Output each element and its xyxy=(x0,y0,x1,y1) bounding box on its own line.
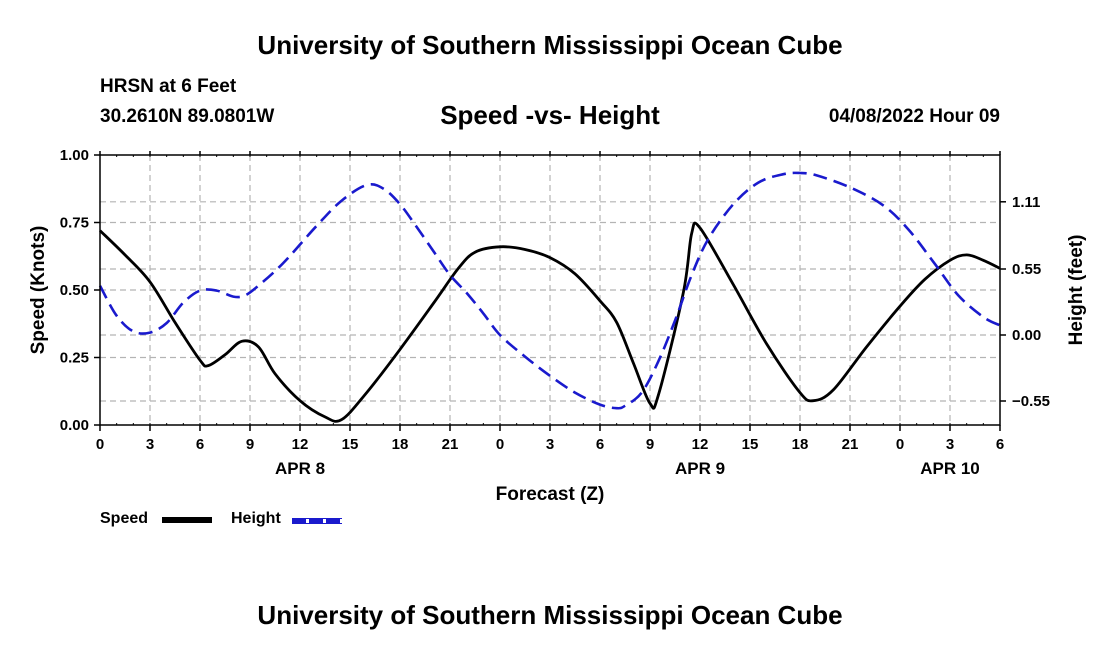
x-tick-label: 6 xyxy=(196,436,204,453)
x-tick-label: 6 xyxy=(596,436,604,453)
y-right-tick-label: 1.11 xyxy=(1012,194,1040,211)
legend-speed-swatch xyxy=(162,517,212,523)
x-tick-label: 0 xyxy=(496,436,504,453)
station-coordinates: 30.2610N 89.0801W xyxy=(100,106,275,127)
y-axis-title-left: Speed (Knots) xyxy=(28,226,49,355)
speed-series-line xyxy=(99,221,1001,423)
series-layer xyxy=(98,171,1001,423)
y-tick-label: 0.00 xyxy=(60,417,89,434)
x-tick-label: 3 xyxy=(546,436,554,453)
main-title: University of Southern Mississippi Ocean… xyxy=(257,30,843,60)
forecast-timestamp: 04/08/2022 Hour 09 xyxy=(828,106,1000,127)
chart-subtitle: Speed -vs- Height xyxy=(440,100,660,130)
grid-lines xyxy=(100,155,1000,425)
x-tick-label: 21 xyxy=(442,436,459,453)
legend-speed-label: Speed xyxy=(100,510,149,527)
x-axis-title: Forecast (Z) xyxy=(496,484,605,505)
x-tick-label: 15 xyxy=(342,436,359,453)
x-tick-label: 12 xyxy=(692,436,709,453)
x-tick-label: 6 xyxy=(996,436,1004,453)
y-right-tick-label: −0.55 xyxy=(1012,393,1050,410)
x-tick-label: 18 xyxy=(392,436,409,453)
x-tick-label: 15 xyxy=(742,436,759,453)
y-tick-label: 0.75 xyxy=(60,215,89,232)
axis-layer: 0 3 6 9 12 15 18 21 0 3 6 9 12 15 18 21 0 3 6 APR 8 APR 9 APR… xyxy=(60,147,1050,478)
y-tick-label: 0.25 xyxy=(60,350,89,367)
footer-title: University of Southern Mississippi Ocean… xyxy=(257,600,843,630)
x-tick-label: 12 xyxy=(292,436,309,453)
date-label: APR 9 xyxy=(675,459,725,478)
date-label: APR 8 xyxy=(275,459,325,478)
x-tick-label: 21 xyxy=(842,436,859,453)
y-right-tick-label: 0.55 xyxy=(1012,261,1041,278)
x-tick-label: 9 xyxy=(646,436,654,453)
date-label: APR 10 xyxy=(920,459,980,478)
station-name: HRSN at 6 Feet xyxy=(100,76,237,97)
x-tick-label: 0 xyxy=(896,436,904,453)
x-tick-label: 9 xyxy=(246,436,254,453)
legend-height-swatch xyxy=(292,518,342,524)
y-tick-label: 1.00 xyxy=(60,147,89,164)
x-tick-label: 18 xyxy=(792,436,809,453)
height-series-line xyxy=(98,171,1001,410)
x-tick-label: 0 xyxy=(96,436,104,453)
x-tick-label: 3 xyxy=(146,436,154,453)
x-tick-label: 3 xyxy=(946,436,954,453)
y-right-tick-label: 0.00 xyxy=(1012,327,1041,344)
y-tick-label: 0.50 xyxy=(60,282,89,299)
y-axis-title-right: Height (feet) xyxy=(1066,235,1087,346)
legend-height-label: Height xyxy=(231,510,281,527)
